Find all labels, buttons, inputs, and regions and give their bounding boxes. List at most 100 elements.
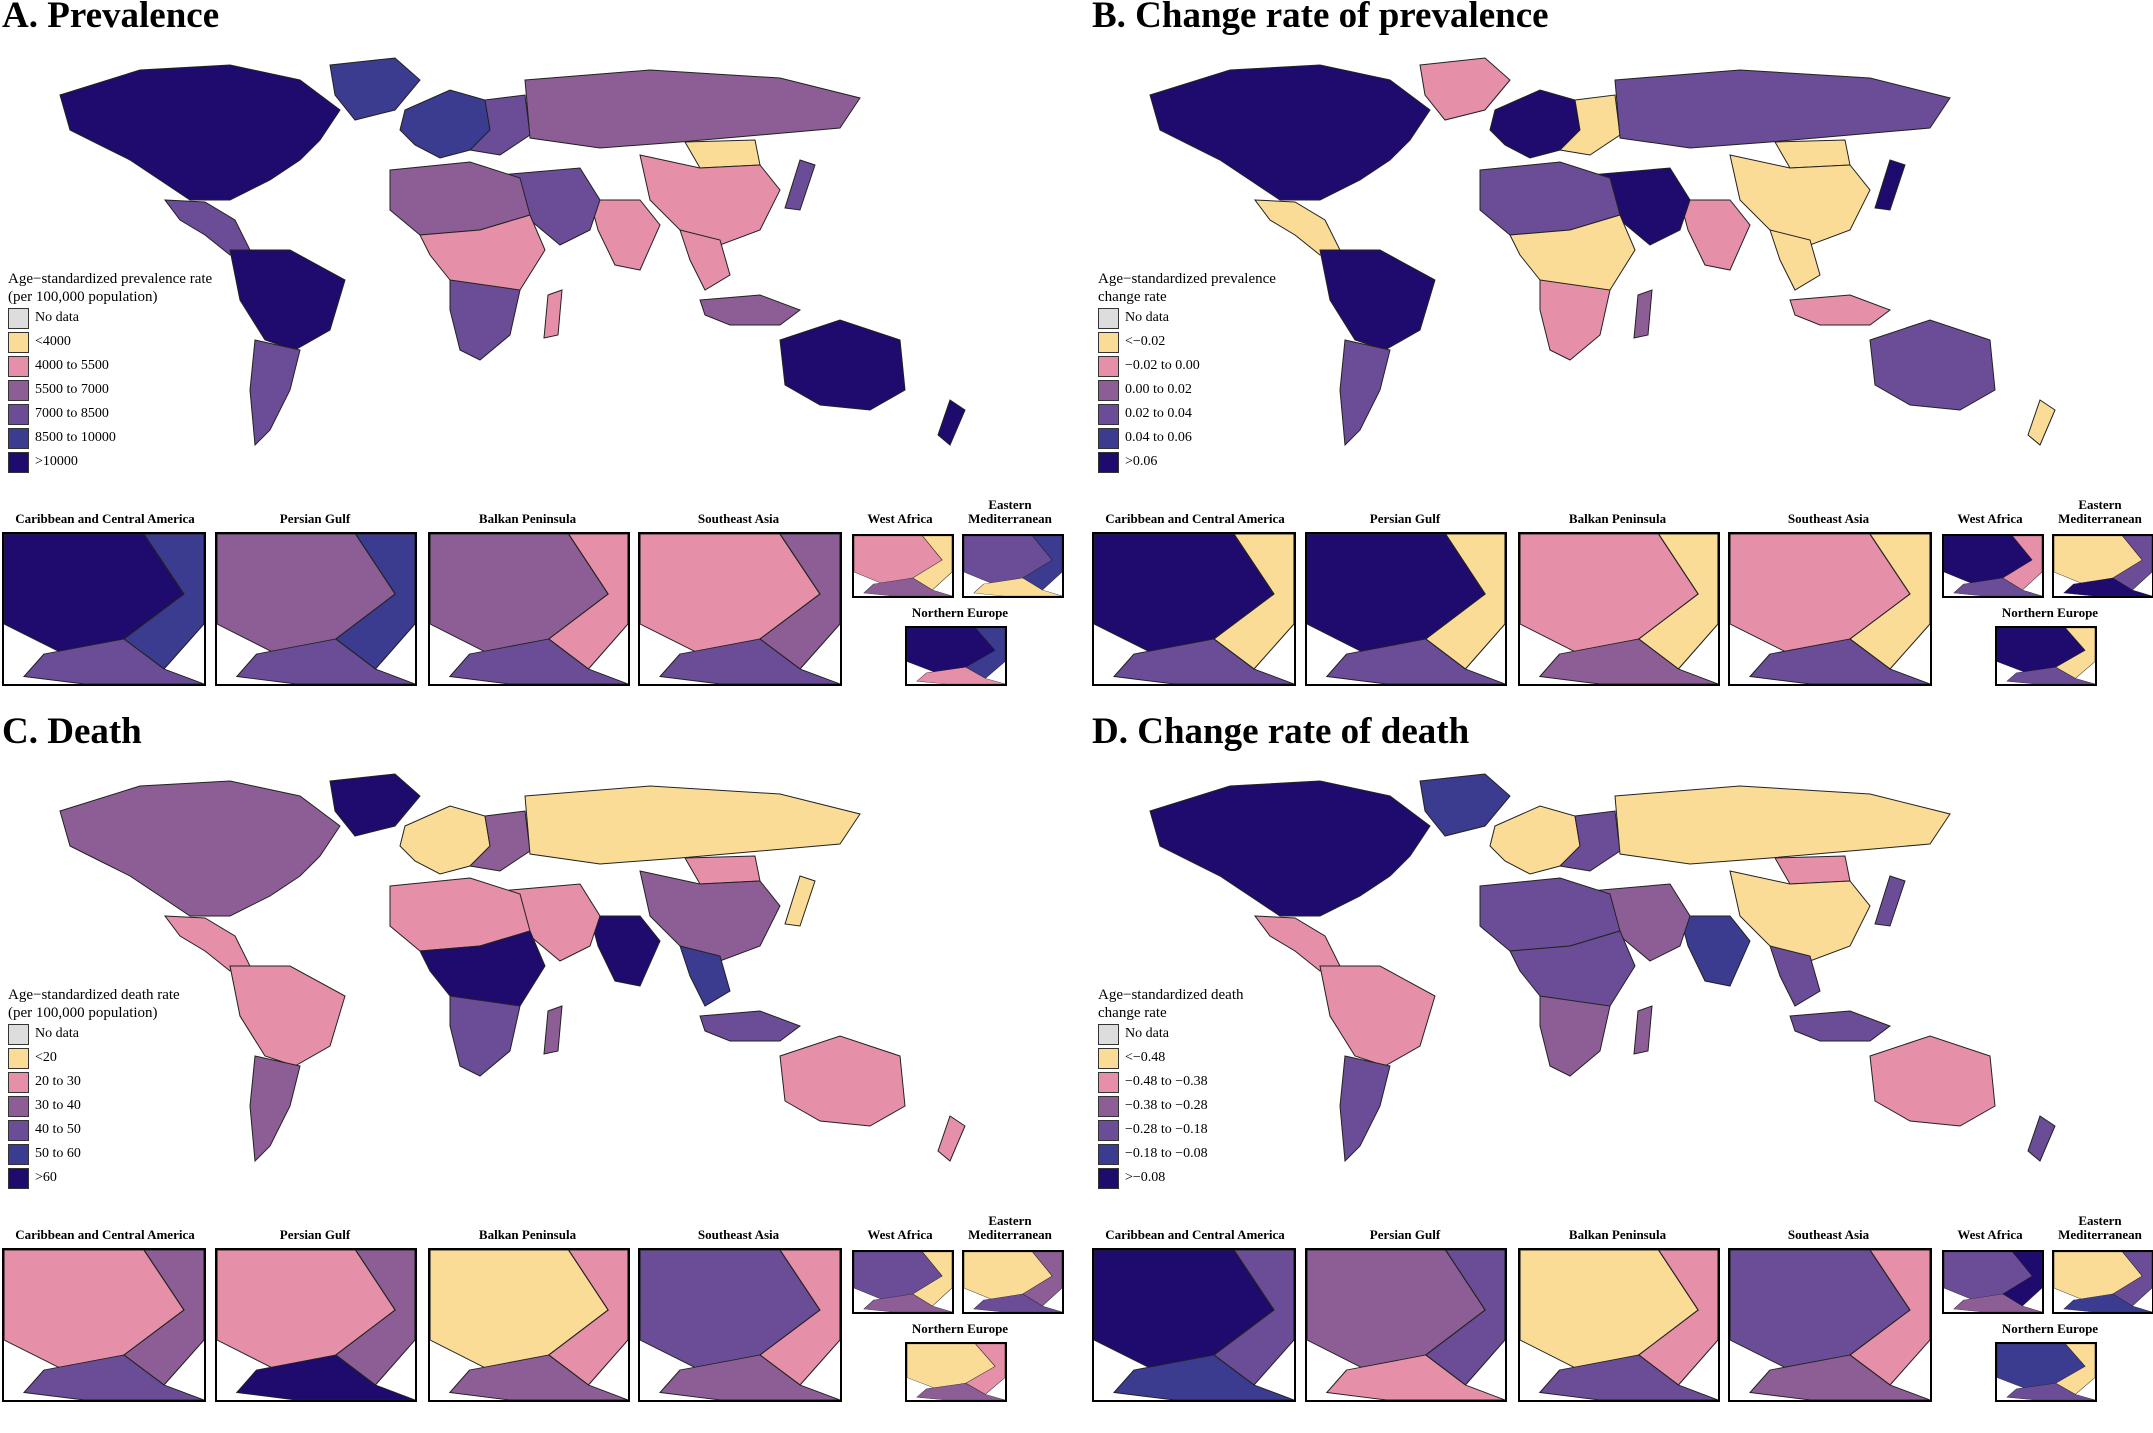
legend: Age−standardized prevalence change rate N…	[1098, 270, 1398, 474]
inset-region	[863, 577, 952, 596]
legend-swatch	[1098, 1023, 1119, 1045]
map-region-australia	[779, 319, 906, 411]
legend-item: <20	[8, 1046, 308, 1070]
map-region-japan	[1874, 875, 1906, 927]
legend-title-line: (per 100,000 population)	[8, 289, 158, 305]
map-region-south-america-n	[1319, 249, 1436, 351]
legend-item: 30 to 40	[8, 1094, 308, 1118]
map-region-indonesia	[1789, 1010, 1892, 1042]
legend-label: No data	[35, 1026, 79, 1041]
world-map	[59, 773, 966, 1163]
inset-label-westafrica: West Africa	[867, 511, 933, 526]
map-region-russia	[1614, 69, 1951, 149]
map-region-australia	[1869, 1035, 1996, 1127]
inset-region	[1325, 1354, 1505, 1400]
inset-region	[1112, 638, 1294, 684]
legend-title-line: Age−standardized prevalence	[1098, 271, 1276, 287]
inset-label-eastmed: Eastern Mediterranean	[2058, 497, 2142, 526]
inset-region	[1748, 1354, 1930, 1400]
legend-swatch	[8, 1167, 29, 1189]
map-region-north-america	[1149, 780, 1431, 917]
map-region-mongolia	[1774, 139, 1851, 169]
inset-region	[973, 577, 1062, 596]
legend-item: 40 to 50	[8, 1118, 308, 1142]
inset-region	[235, 638, 415, 684]
inset-label-northeu: Northern Europe	[2001, 605, 2099, 620]
panel-change-rate-death: D. Change rate of death Age−standardized…	[1090, 711, 2153, 1432]
legend-swatch	[1098, 379, 1119, 401]
map-region-north-america	[59, 780, 341, 917]
legend-swatch	[8, 1143, 29, 1165]
legend-item: >60	[8, 1166, 308, 1190]
inset-map-balkan	[428, 532, 630, 686]
legend-item: −0.48 to −0.38	[1098, 1070, 1398, 1094]
map-region-greenland	[1419, 57, 1511, 121]
world-map	[1149, 773, 2056, 1163]
map-region-mongolia	[684, 855, 761, 885]
world-map	[1149, 57, 2056, 447]
legend-label: No data	[1125, 1026, 1169, 1041]
map-region-south-america-s	[1339, 1055, 1391, 1163]
inset-label-eastmed: Eastern Mediterranean	[2058, 1213, 2142, 1242]
world-map	[59, 57, 966, 447]
inset-label-seasia: Southeast Asia	[1787, 511, 1870, 526]
inset-map-persian	[215, 532, 417, 686]
inset-region	[916, 667, 1005, 684]
legend-label: >0.06	[1125, 454, 1158, 469]
legend-swatch	[1098, 1167, 1119, 1189]
legend-swatch	[1098, 427, 1119, 449]
legend-item: No data	[1098, 1022, 1398, 1046]
map-region-madagascar	[1633, 289, 1653, 339]
inset-label-westafrica: West Africa	[1957, 1227, 2023, 1242]
map-region-india	[1679, 915, 1751, 987]
map-region-south-america-s	[1339, 339, 1391, 447]
legend-title-line: change rate	[1098, 1005, 1167, 1021]
legend-swatch	[1098, 1095, 1119, 1117]
panel-title: C. Death	[2, 711, 142, 752]
map-region-new-zealand	[937, 399, 966, 446]
legend-item: 50 to 60	[8, 1142, 308, 1166]
inset-region	[2063, 1293, 2152, 1312]
map-region-africa-s	[449, 279, 521, 361]
inset-map-northeu	[1995, 1342, 2097, 1402]
map-region-madagascar	[543, 1005, 563, 1055]
legend-item: 8500 to 10000	[8, 426, 308, 450]
map-region-japan	[1874, 159, 1906, 211]
inset-map-northeu	[905, 1342, 1007, 1402]
inset-map-seasia	[638, 532, 842, 686]
map-region-russia	[524, 69, 861, 149]
inset-label-caribbean: Caribbean and Central America	[1105, 1227, 1285, 1242]
legend-label: >10000	[35, 454, 78, 469]
inset-label-caribbean: Caribbean and Central America	[15, 1227, 195, 1242]
inset-region	[973, 1293, 1062, 1312]
inset-region	[1112, 1354, 1294, 1400]
legend-item: No data	[1098, 306, 1398, 330]
legend-title-line: Age−standardized prevalence rate	[8, 271, 213, 287]
legend-label: >−0.08	[1125, 1170, 1166, 1185]
legend: Age−standardized prevalence rate (per 100…	[8, 270, 308, 474]
map-region-india	[589, 199, 661, 271]
inset-region	[658, 1354, 840, 1400]
inset-map-persian	[215, 1248, 417, 1402]
legend-swatch	[8, 355, 29, 377]
legend-title: Age−standardized death rate (per 100,000 …	[8, 986, 308, 1022]
map-region-indonesia	[699, 1010, 802, 1042]
map-region-japan	[784, 875, 816, 927]
legend-item: <−0.02	[1098, 330, 1398, 354]
inset-map-caribbean	[2, 1248, 206, 1402]
legend-label: 0.04 to 0.06	[1125, 430, 1192, 445]
inset-label-balkan: Balkan Peninsula	[1568, 1227, 1667, 1242]
map-region-japan	[784, 159, 816, 211]
map-region-china	[1729, 154, 1871, 246]
inset-label-northeu: Northern Europe	[911, 605, 1009, 620]
legend-rows: No data <4000 4000 to 5500 5500 to 7000 7000…	[8, 306, 308, 474]
inset-region	[22, 1354, 204, 1400]
inset-label-balkan: Balkan Peninsula	[478, 1227, 577, 1242]
legend-swatch	[8, 403, 29, 425]
legend-item: 4000 to 5500	[8, 354, 308, 378]
legend-label: No data	[35, 310, 79, 325]
legend-item: −0.18 to −0.08	[1098, 1142, 1398, 1166]
inset-region	[1953, 577, 2042, 596]
legend-item: 0.04 to 0.06	[1098, 426, 1398, 450]
map-region-central-america	[163, 199, 251, 256]
